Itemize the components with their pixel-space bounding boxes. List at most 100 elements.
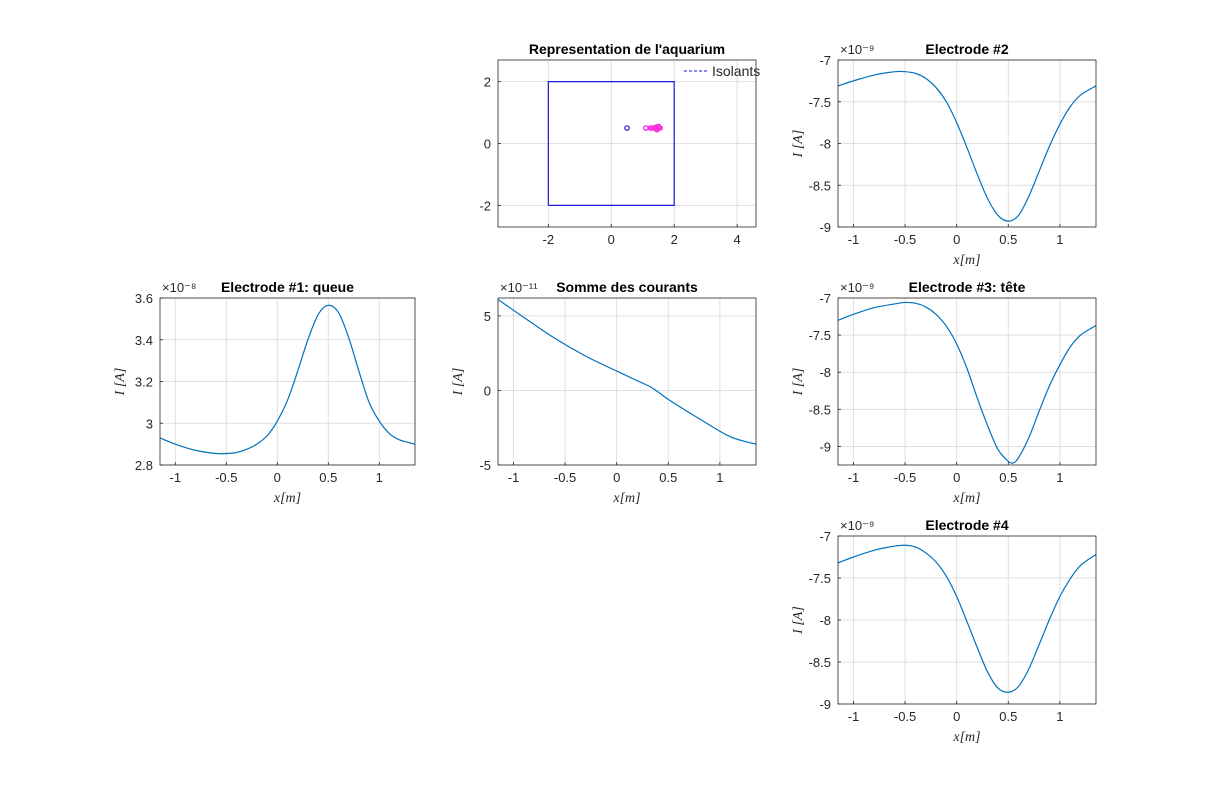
x-tick-label: 0 bbox=[274, 470, 281, 485]
x-tick-label: 0.5 bbox=[999, 232, 1017, 247]
x-axis-label: x[m] bbox=[952, 253, 980, 268]
x-tick-label: -1 bbox=[170, 470, 182, 485]
y-tick-label: 2.8 bbox=[135, 458, 153, 473]
x-tick-label: 0 bbox=[608, 232, 615, 247]
axes-background bbox=[838, 298, 1096, 465]
axis-exponent: ×10⁻⁹ bbox=[840, 42, 874, 57]
series-line-electrode4-0 bbox=[838, 544, 1096, 693]
y-tick-label: 5 bbox=[484, 309, 491, 324]
y-tick-label: -9 bbox=[819, 697, 831, 712]
x-axis-label: x[m] bbox=[952, 730, 980, 745]
x-tick-label: 1 bbox=[716, 470, 723, 485]
chart-title: Electrode #1: queue bbox=[221, 279, 354, 295]
chart-title: Electrode #4 bbox=[925, 517, 1008, 533]
x-tick-label: -0.5 bbox=[894, 709, 916, 724]
x-tick-label: -1 bbox=[508, 470, 520, 485]
y-tick-label: -8 bbox=[819, 613, 831, 628]
y-axis-label: I [A] bbox=[791, 368, 806, 397]
plot-electrode1: -1 -0.5 0 0.5 1 2.8 3 3.2 3.4 3.6 Electrode #1: qu… bbox=[113, 279, 416, 506]
x-tick-label: 0.5 bbox=[659, 470, 677, 485]
y-tick-label: -7 bbox=[819, 291, 831, 306]
x-tick-label: 0 bbox=[613, 470, 620, 485]
x-axis-label: x[m] bbox=[273, 491, 301, 506]
series-line-electrode3-0 bbox=[838, 301, 1096, 464]
y-tick-label: 0 bbox=[484, 383, 491, 398]
x-tick-label: -1 bbox=[848, 709, 860, 724]
x-tick-label: 0.5 bbox=[999, 470, 1017, 485]
data-layer bbox=[838, 544, 1096, 693]
axis-exponent: ×10⁻⁸ bbox=[162, 280, 196, 295]
y-tick-label: -7 bbox=[819, 53, 831, 68]
series-line-aquarium-0 bbox=[547, 81, 675, 206]
x-tick-label: 0.5 bbox=[999, 709, 1017, 724]
legend-label: Isolants bbox=[712, 63, 760, 79]
axis-exponent: ×10⁻¹¹ bbox=[500, 280, 538, 295]
x-tick-label: -0.5 bbox=[894, 232, 916, 247]
y-tick-label: -9 bbox=[819, 220, 831, 235]
x-tick-label: 4 bbox=[734, 232, 741, 247]
x-tick-label: -2 bbox=[543, 232, 555, 247]
axes-box bbox=[837, 297, 1097, 466]
x-tick-label: -1 bbox=[848, 232, 860, 247]
y-axis-label: I [A] bbox=[451, 368, 466, 397]
y-tick-label: -8.5 bbox=[809, 402, 831, 417]
x-tick-label: 1 bbox=[1056, 709, 1063, 724]
x-tick-label: -1 bbox=[848, 470, 860, 485]
y-tick-label: 0 bbox=[484, 137, 491, 152]
y-tick-label: -7.5 bbox=[809, 328, 831, 343]
y-tick-label: 3.6 bbox=[135, 291, 153, 306]
x-tick-label: 1 bbox=[376, 470, 383, 485]
x-tick-label: 0.5 bbox=[319, 470, 337, 485]
y-tick-label: 2 bbox=[484, 75, 491, 90]
x-tick-label: 0 bbox=[953, 709, 960, 724]
plot-electrode3: -1 -0.5 0 0.5 1 -9 -8.5 -8 -7.5 -7 Electrode #3: t… bbox=[791, 279, 1097, 506]
chart-title: Somme des courants bbox=[556, 279, 698, 295]
y-tick-label: -8.5 bbox=[809, 178, 831, 193]
chart-title: Electrode #3: tête bbox=[909, 279, 1026, 295]
series-line-somme-0 bbox=[498, 298, 756, 445]
x-tick-label: 0 bbox=[953, 470, 960, 485]
y-tick-label: -8.5 bbox=[809, 655, 831, 670]
marker-point bbox=[624, 125, 630, 131]
data-layer bbox=[838, 70, 1096, 222]
data-layer bbox=[838, 301, 1096, 464]
x-tick-label: -0.5 bbox=[894, 470, 916, 485]
y-tick-label: -7.5 bbox=[809, 571, 831, 586]
y-tick-label: 3 bbox=[146, 416, 153, 431]
x-tick-label: 0 bbox=[953, 232, 960, 247]
data-layer bbox=[498, 298, 756, 445]
y-tick-label: 3.4 bbox=[135, 333, 153, 348]
plot-somme: -1 -0.5 0 0.5 1 -5 0 5 Somme des courants ×10⁻¹¹ x… bbox=[451, 279, 757, 506]
x-tick-label: 2 bbox=[671, 232, 678, 247]
y-axis-label: I [A] bbox=[113, 368, 128, 397]
series-line-electrode2-0 bbox=[838, 70, 1096, 222]
y-axis-label: I [A] bbox=[791, 606, 806, 635]
chart-title: Representation de l'aquarium bbox=[529, 41, 725, 57]
y-tick-label: -8 bbox=[819, 137, 831, 152]
fish-body bbox=[648, 124, 664, 132]
y-tick-label: -7.5 bbox=[809, 95, 831, 110]
axes-background bbox=[498, 298, 756, 465]
axis-exponent: ×10⁻⁹ bbox=[840, 518, 874, 533]
x-tick-label: 1 bbox=[1056, 470, 1063, 485]
x-tick-label: -0.5 bbox=[215, 470, 237, 485]
y-tick-label: -5 bbox=[479, 458, 491, 473]
y-tick-label: -2 bbox=[479, 198, 491, 213]
data-layer bbox=[160, 304, 415, 455]
y-tick-label: 3.2 bbox=[135, 375, 153, 390]
chart-title: Electrode #2 bbox=[925, 41, 1008, 57]
y-axis-label: I [A] bbox=[791, 130, 806, 159]
y-tick-label: -8 bbox=[819, 365, 831, 380]
x-axis-label: x[m] bbox=[612, 491, 640, 506]
axes-box bbox=[497, 297, 757, 466]
series-line-electrode1-0 bbox=[160, 304, 415, 455]
plot-electrode2: -1 -0.5 0 0.5 1 -9 -8.5 -8 -7.5 -7 Electrode #2 ×10… bbox=[791, 41, 1097, 268]
x-axis-label: x[m] bbox=[952, 491, 980, 506]
x-tick-label: 1 bbox=[1056, 232, 1063, 247]
y-tick-label: -7 bbox=[819, 529, 831, 544]
x-tick-label: -0.5 bbox=[554, 470, 576, 485]
axis-exponent: ×10⁻⁹ bbox=[840, 280, 874, 295]
plot-electrode4: -1 -0.5 0 0.5 1 -9 -8.5 -8 -7.5 -7 Electrode #4 ×10… bbox=[791, 517, 1097, 745]
plot-aquarium: -2 0 2 4 -2 0 2 Representation de l'aquarium Iso… bbox=[479, 41, 760, 247]
y-tick-label: -9 bbox=[819, 439, 831, 454]
